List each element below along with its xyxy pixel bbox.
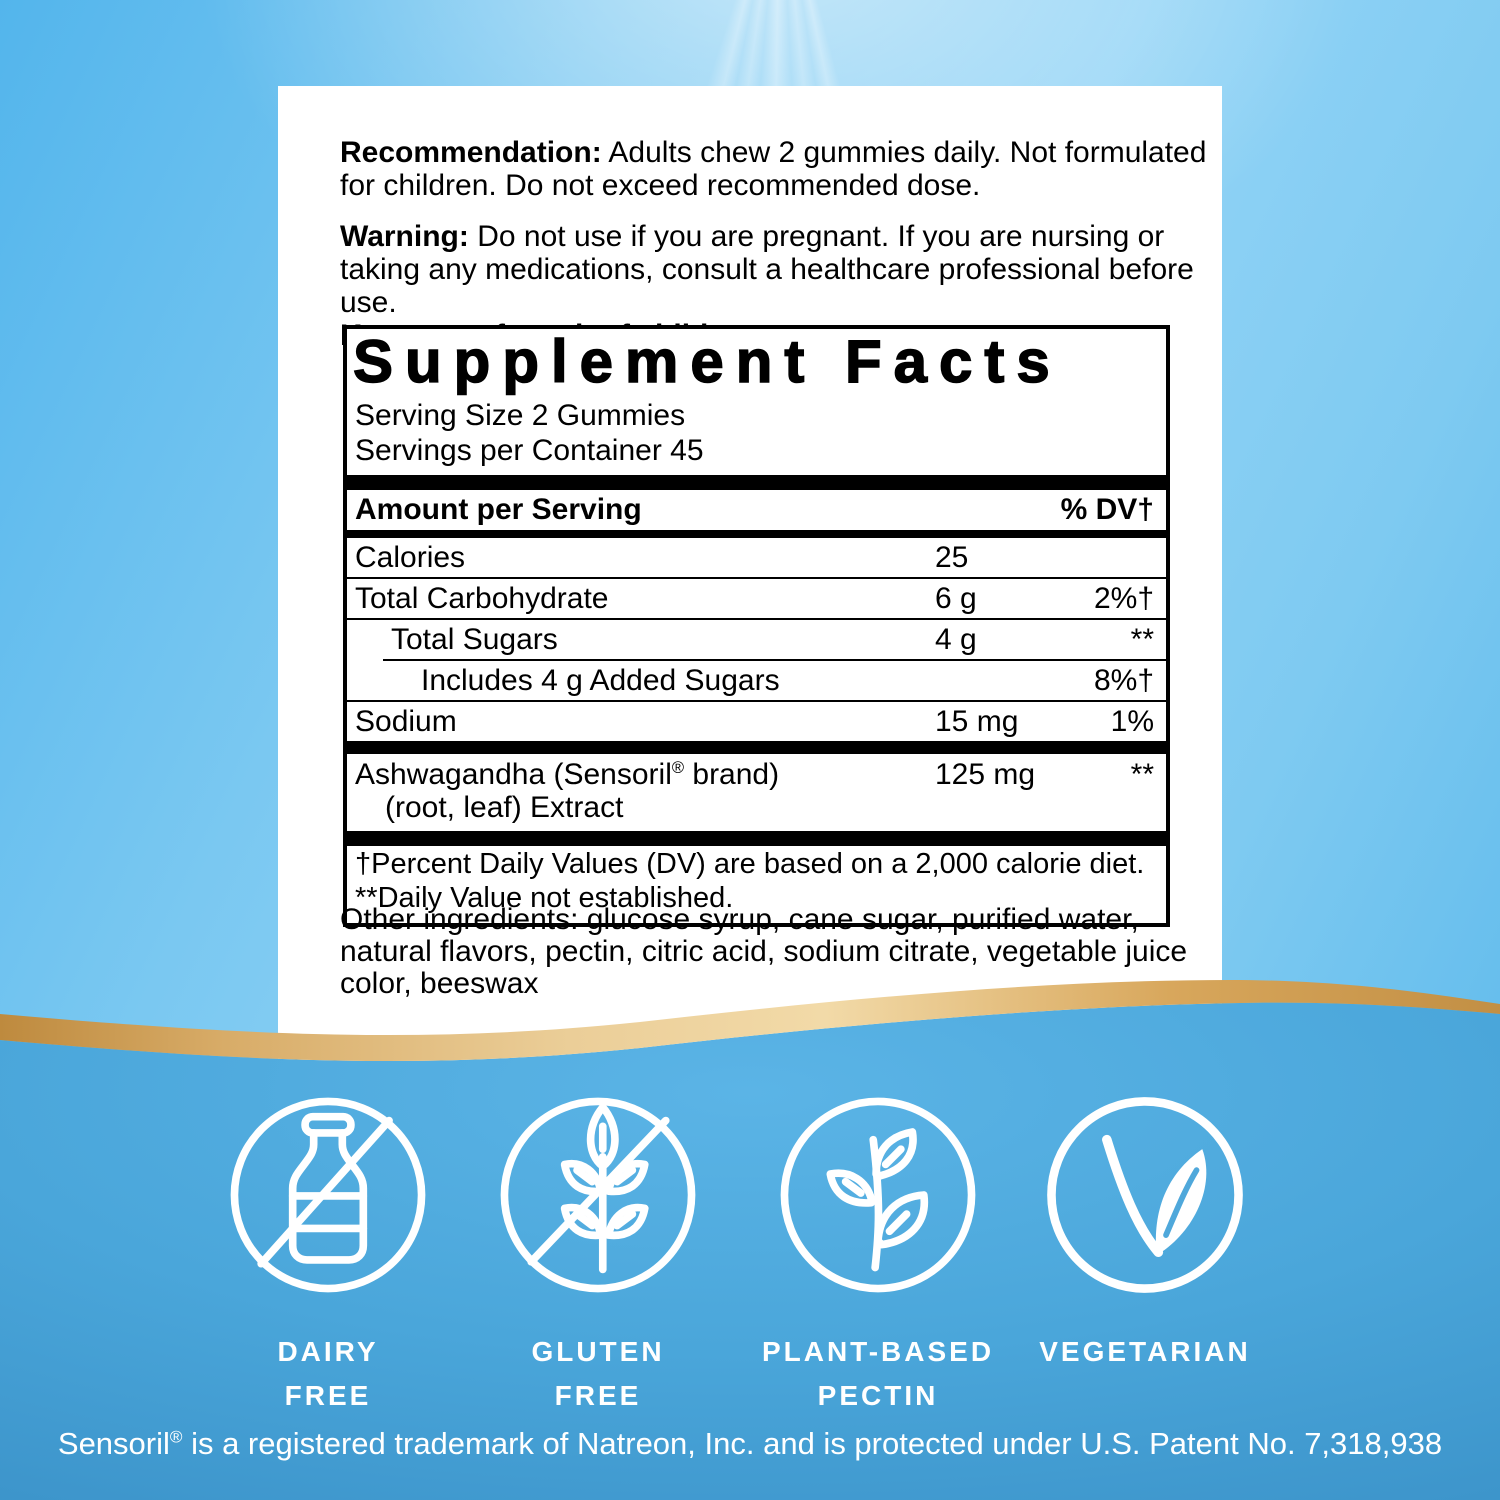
footnote-not-established: **Daily Value not established.	[355, 882, 734, 914]
header-percent-dv: % DV†	[1060, 493, 1154, 526]
trademark-text: is a registered trademark of Natreon, In…	[182, 1426, 1443, 1461]
plant-based-icon	[780, 1097, 976, 1293]
row-amount: 6 g	[935, 582, 977, 615]
table-row-calories: Calories 25	[347, 538, 1166, 577]
badge-label: GLUTEN FREE	[448, 1330, 748, 1418]
trademark-notice: Sensoril® is a registered trademark of N…	[0, 1426, 1500, 1462]
row-name: Total Carbohydrate	[355, 582, 609, 615]
label-card: Recommendation: Adults chew 2 gummies da…	[278, 86, 1222, 1100]
gold-ribbon	[0, 980, 1500, 1062]
registered-mark: ®	[671, 759, 685, 777]
divider-thin	[347, 577, 1166, 579]
badge-dairy-free: DAIRY FREE	[178, 1090, 478, 1418]
recommendation-text: Adults chew 2 gummies daily. Not formula…	[340, 136, 1207, 202]
badge-gluten-free: GLUTEN FREE	[448, 1090, 748, 1418]
row-dv: **	[1130, 758, 1154, 791]
recommendation-paragraph: Recommendation: Adults chew 2 gummies da…	[340, 136, 1220, 202]
supplement-facts-title: Supplement Facts	[352, 328, 1062, 395]
row-dv: **	[1130, 623, 1154, 656]
ashwagandha-name: Ashwagandha (Sensoril	[355, 758, 672, 791]
table-row-added-sugars: Includes 4 g Added Sugars 8%†	[347, 661, 1166, 700]
row-dv: 2%†	[1093, 582, 1154, 615]
row-dv: 8%†	[1093, 664, 1154, 697]
ashwagandha-name-cont: brand)	[684, 758, 780, 791]
badge-label-line2: FREE	[284, 1380, 372, 1411]
row-amount: 15 mg	[935, 705, 1019, 738]
badge-plant-based-pectin: PLANT-BASED PECTIN	[728, 1090, 1028, 1418]
row-name: Total Sugars	[391, 623, 558, 656]
divider-thick	[347, 475, 1166, 490]
no-dairy-icon	[230, 1097, 426, 1293]
vegetarian-icon	[1047, 1097, 1243, 1293]
row-amount: 4 g	[935, 623, 977, 656]
row-name-line1: Ashwagandha (Sensoril® brand)	[355, 758, 1158, 791]
divider-thin	[347, 700, 1166, 702]
badge-label: PLANT-BASED PECTIN	[728, 1330, 1028, 1418]
recommendation-label: Recommendation:	[340, 136, 602, 169]
badge-label: VEGETARIAN	[995, 1330, 1295, 1374]
registered-mark: ®	[169, 1427, 183, 1447]
divider-thin	[347, 618, 1166, 620]
badge-label-line1: DAIRY	[277, 1336, 379, 1367]
trademark-brand: Sensoril	[57, 1426, 170, 1461]
divider-medium	[347, 530, 1166, 538]
badge-label-line1: VEGETARIAN	[1039, 1336, 1251, 1367]
row-name: Includes 4 g Added Sugars	[421, 664, 780, 697]
servings-per-container: Servings per Container 45	[355, 434, 704, 467]
badge-label-line1: PLANT-BASED	[761, 1336, 995, 1367]
warning-label: Warning:	[340, 220, 469, 253]
serving-size: Serving Size 2 Gummies	[355, 399, 686, 432]
usage-notices: Recommendation: Adults chew 2 gummies da…	[340, 136, 1220, 352]
divider-thin-indented	[383, 659, 1166, 661]
badge-label: DAIRY FREE	[178, 1330, 478, 1418]
supplement-facts-panel: Supplement Facts Serving Size 2 Gummies …	[343, 325, 1170, 927]
gold-wave-divider	[0, 980, 1500, 1500]
row-name: Calories	[355, 541, 466, 574]
no-gluten-icon	[500, 1097, 696, 1293]
divider-thick	[347, 741, 1166, 754]
other-ingredients-text: Other ingredients: glucose syrup, cane s…	[340, 903, 1188, 1000]
footnote-daily-values: †Percent Daily Values (DV) are based on …	[355, 848, 1145, 880]
bottom-blue-field	[0, 1002, 1500, 1500]
row-amount: 25	[935, 541, 969, 574]
table-row-total-sugars: Total Sugars 4 g **	[347, 620, 1166, 659]
header-amount-per-serving: Amount per Serving	[355, 493, 642, 526]
badge-label-line2: FREE	[554, 1380, 642, 1411]
row-name: Sodium	[355, 705, 457, 738]
badge-label-line1: GLUTEN	[531, 1336, 665, 1367]
table-header-row: Amount per Serving % DV†	[347, 490, 1166, 530]
row-amount: 125 mg	[935, 758, 1036, 791]
table-row-ashwagandha: Ashwagandha (Sensoril® brand) (root, lea…	[347, 754, 1166, 831]
table-row-sodium: Sodium 15 mg 1%	[347, 702, 1166, 741]
warning-text: Do not use if you are pregnant. If you a…	[340, 220, 1194, 319]
badge-vegetarian: VEGETARIAN	[995, 1090, 1295, 1374]
divider-thick	[347, 831, 1166, 846]
row-name-line2: (root, leaf) Extract	[385, 791, 624, 824]
row-dv: 1%	[1110, 705, 1154, 738]
table-row-total-carbohydrate: Total Carbohydrate 6 g 2%†	[347, 579, 1166, 618]
badge-label-line2: PECTIN	[817, 1380, 939, 1411]
